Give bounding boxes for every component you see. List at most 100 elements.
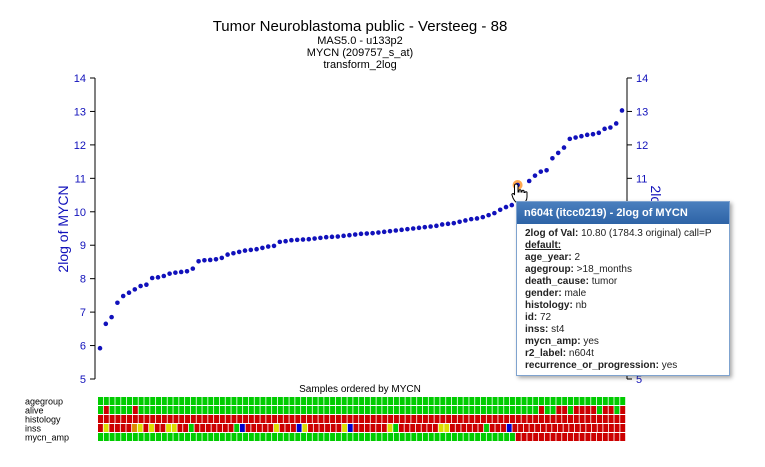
track-cell[interactable]: [469, 397, 475, 405]
track-cell[interactable]: [376, 433, 382, 441]
track-cell[interactable]: [556, 415, 562, 423]
track-cell[interactable]: [388, 415, 394, 423]
track-cell[interactable]: [428, 415, 434, 423]
track-cell[interactable]: [515, 415, 521, 423]
track-cell[interactable]: [376, 424, 382, 432]
track-cell[interactable]: [484, 424, 489, 432]
data-point[interactable]: [550, 155, 555, 161]
track-cell[interactable]: [608, 397, 614, 405]
track-cell[interactable]: [463, 397, 469, 405]
track-cell[interactable]: [544, 397, 550, 405]
track-cell[interactable]: [515, 406, 521, 414]
track-cell[interactable]: [562, 415, 568, 423]
track-cell[interactable]: [614, 415, 620, 423]
track-cell[interactable]: [478, 424, 484, 432]
data-point[interactable]: [323, 234, 329, 240]
data-point[interactable]: [422, 224, 428, 230]
track-cell[interactable]: [132, 433, 138, 441]
track-cell[interactable]: [353, 415, 359, 423]
track-cell[interactable]: [167, 433, 173, 441]
track-cell[interactable]: [415, 424, 421, 432]
track-cell[interactable]: [574, 424, 580, 432]
track-cell[interactable]: [296, 424, 302, 432]
track-cell[interactable]: [266, 406, 272, 414]
data-point[interactable]: [358, 231, 364, 237]
track-cell[interactable]: [620, 415, 626, 423]
track-cell[interactable]: [387, 424, 393, 432]
track-cell[interactable]: [121, 415, 127, 423]
track-cell[interactable]: [98, 406, 104, 414]
track-cell[interactable]: [120, 424, 126, 432]
data-point[interactable]: [405, 226, 410, 232]
track-cell[interactable]: [301, 415, 307, 423]
data-point[interactable]: [376, 230, 381, 235]
data-point[interactable]: [480, 214, 486, 220]
track-cell[interactable]: [585, 433, 591, 441]
track-cell[interactable]: [279, 424, 285, 432]
track-cell[interactable]: [573, 406, 579, 414]
data-point[interactable]: [265, 244, 271, 249]
track-cell[interactable]: [480, 433, 486, 441]
track-cell[interactable]: [422, 397, 428, 405]
track-cell[interactable]: [143, 424, 149, 432]
track-cell[interactable]: [335, 397, 341, 405]
track-cell[interactable]: [457, 397, 463, 405]
track-cell[interactable]: [254, 397, 260, 405]
track-cell[interactable]: [185, 433, 191, 441]
track-cell[interactable]: [399, 397, 405, 405]
track-cell[interactable]: [341, 406, 347, 414]
data-point[interactable]: [312, 236, 317, 241]
track-cell[interactable]: [219, 397, 225, 405]
track-cell[interactable]: [330, 397, 336, 405]
track-cell[interactable]: [342, 424, 348, 432]
track-cell[interactable]: [248, 415, 254, 423]
data-point[interactable]: [103, 321, 109, 327]
track-cell[interactable]: [535, 424, 541, 432]
track-cell[interactable]: [177, 424, 183, 432]
data-point[interactable]: [173, 270, 178, 275]
track-cell[interactable]: [188, 424, 194, 432]
track-cell[interactable]: [550, 433, 556, 441]
track-cell[interactable]: [567, 397, 573, 405]
track-cell[interactable]: [214, 433, 220, 441]
data-point[interactable]: [526, 178, 532, 184]
track-cell[interactable]: [567, 406, 573, 414]
track-cell[interactable]: [260, 397, 266, 405]
data-point[interactable]: [474, 216, 480, 221]
track-cell[interactable]: [411, 406, 417, 414]
track-cell[interactable]: [103, 433, 109, 441]
track-cell[interactable]: [579, 433, 585, 441]
track-cell[interactable]: [427, 424, 433, 432]
track-cell[interactable]: [214, 415, 220, 423]
track-cell[interactable]: [150, 433, 156, 441]
data-point[interactable]: [178, 269, 184, 275]
track-cell[interactable]: [132, 406, 138, 414]
track-cell[interactable]: [289, 406, 295, 414]
track-cell[interactable]: [277, 397, 283, 405]
data-point[interactable]: [538, 169, 544, 174]
track-cell[interactable]: [486, 433, 492, 441]
track-cell[interactable]: [405, 397, 411, 405]
track-cell[interactable]: [359, 397, 365, 405]
track-cell[interactable]: [219, 415, 225, 423]
track-cell[interactable]: [538, 397, 544, 405]
track-cell[interactable]: [550, 415, 556, 423]
track-cell[interactable]: [596, 406, 602, 414]
data-point[interactable]: [584, 132, 590, 138]
track-cell[interactable]: [272, 406, 278, 414]
data-point[interactable]: [347, 232, 352, 238]
track-cell[interactable]: [277, 406, 283, 414]
data-point[interactable]: [236, 249, 242, 255]
track-cell[interactable]: [272, 415, 278, 423]
track-cell[interactable]: [196, 397, 202, 405]
track-cell[interactable]: [602, 415, 608, 423]
track-cell[interactable]: [295, 397, 301, 405]
track-cell[interactable]: [614, 433, 620, 441]
track-cell[interactable]: [359, 424, 365, 432]
data-point[interactable]: [335, 234, 341, 239]
track-cell[interactable]: [504, 406, 510, 414]
data-point[interactable]: [619, 108, 625, 113]
track-cell[interactable]: [512, 424, 518, 432]
track-cell[interactable]: [480, 397, 486, 405]
track-cell[interactable]: [359, 415, 365, 423]
